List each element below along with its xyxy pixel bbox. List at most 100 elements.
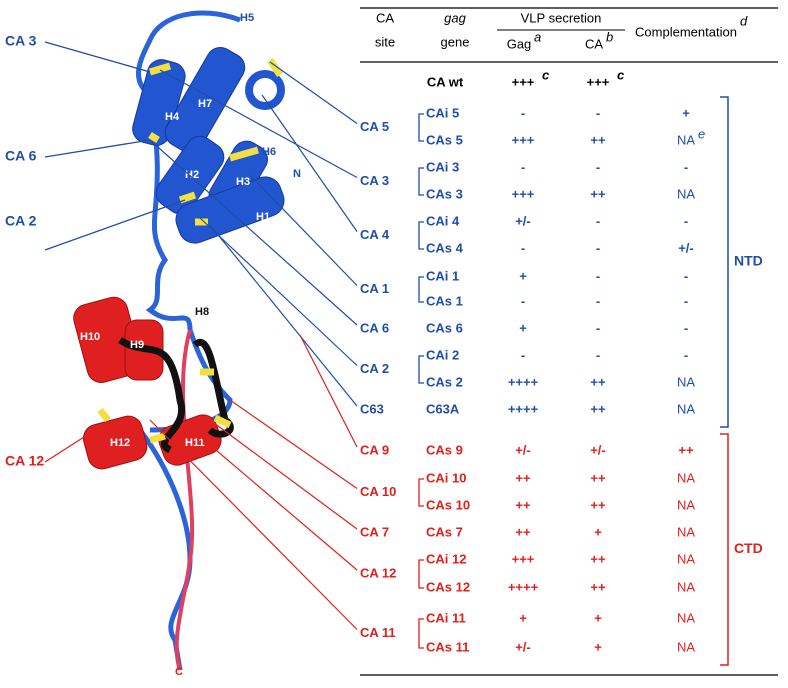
leader-line (189, 427, 358, 571)
structure-label: H10 (80, 331, 100, 343)
cell: NA (677, 579, 695, 594)
cell: e (698, 126, 705, 141)
cell: +/- (515, 442, 531, 457)
coil (135, 10, 241, 671)
cell: - (596, 320, 600, 335)
cell: CAs 3 (426, 186, 463, 201)
cell: NA (677, 524, 695, 539)
coil (174, 329, 195, 671)
cell: CAi 12 (426, 551, 466, 566)
cell: - (596, 159, 600, 174)
bracket (418, 559, 424, 589)
site-label: CA 3 (360, 173, 389, 188)
cell: NA (677, 551, 695, 566)
cell: CAs 10 (426, 497, 470, 512)
cell: ++ (590, 186, 606, 201)
cell: CAs 4 (426, 240, 464, 255)
structure-label: N (293, 168, 301, 180)
cell: CAi 2 (426, 347, 459, 362)
cell: ++ (590, 470, 606, 485)
header: gene (441, 34, 470, 49)
cell: ++ (590, 551, 606, 566)
site-label: CA 6 (360, 320, 389, 335)
cell: CAs 11 (426, 639, 469, 654)
cell: - (684, 268, 688, 283)
cell: - (521, 293, 525, 308)
cell: - (596, 213, 600, 228)
cell: + (519, 320, 527, 335)
header: a (534, 29, 541, 44)
leader-line (44, 429, 96, 463)
h8-region (192, 338, 234, 438)
cell: - (684, 159, 688, 174)
cell: NA (677, 470, 695, 485)
cell: CAi 3 (426, 159, 459, 174)
leader-line (44, 139, 151, 158)
leader-line (44, 41, 151, 73)
domain-bracket (720, 96, 729, 428)
structure-label: H11 (185, 437, 205, 449)
structure-label: CA 2 (5, 213, 37, 229)
cell: +/- (678, 240, 694, 255)
bracket (418, 355, 424, 384)
leader-line (229, 399, 358, 489)
cell: ++ (515, 470, 531, 485)
leader-line (149, 419, 358, 630)
structure-label: H8 (195, 306, 209, 318)
cell: - (521, 347, 525, 362)
structure-label: CA 6 (5, 148, 37, 164)
cell: CAs 6 (426, 320, 463, 335)
cell: NA (677, 610, 695, 625)
cell: +/- (515, 213, 531, 228)
leader-line (261, 94, 358, 232)
header: site (375, 34, 395, 49)
cell: ++ (515, 524, 531, 539)
helices (132, 46, 285, 244)
site-label: C63 (360, 401, 384, 416)
bracket (418, 618, 424, 649)
bracket (418, 113, 424, 142)
structure-label: H3 (236, 176, 250, 188)
cell: CAi 4 (426, 213, 460, 228)
leader-line (199, 217, 358, 366)
cell: - (521, 105, 525, 120)
header: gag (444, 10, 466, 25)
leader-line (149, 139, 358, 326)
cell: CAs 7 (426, 524, 463, 539)
cell: c (542, 67, 550, 82)
cell: + (519, 268, 527, 283)
leader-line (209, 419, 358, 530)
cell: CAi 1 (426, 268, 459, 283)
structure-label: H5 (240, 12, 254, 24)
leader-line (44, 199, 186, 251)
helices (73, 296, 222, 470)
header: CA (376, 10, 394, 25)
site-label: CA 10 (360, 484, 396, 499)
cell: NA (677, 639, 695, 654)
cell: CAs 2 (426, 374, 463, 389)
cell: CAs 9 (426, 442, 463, 457)
structure-label: H6 (262, 146, 276, 158)
cell: CAi 10 (426, 470, 466, 485)
cell: + (519, 610, 527, 625)
leader-line (249, 174, 358, 286)
cell: ++ (590, 374, 606, 389)
cell: NA (677, 374, 695, 389)
cell: CAs 12 (426, 579, 470, 594)
cell: NA (677, 497, 695, 512)
cell: +/- (515, 639, 531, 654)
header: Complementation (635, 24, 737, 39)
h8-region (118, 336, 186, 454)
header: d (740, 13, 748, 28)
site-label: CA 12 (360, 565, 396, 580)
header: CA (585, 36, 603, 51)
structure-label: CA 12 (5, 453, 44, 469)
cell: ++ (678, 442, 694, 457)
cell: + (682, 105, 690, 120)
cell: NA (677, 186, 695, 201)
cell: - (596, 347, 600, 362)
structure-label: H2 (185, 169, 199, 181)
structure-label: H1 (256, 211, 270, 223)
leader-line (159, 69, 358, 179)
cell: +/- (590, 442, 606, 457)
